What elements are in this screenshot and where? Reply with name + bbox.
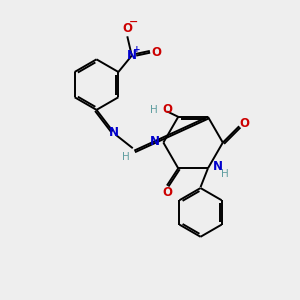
Text: O: O	[152, 46, 162, 59]
Text: H: H	[150, 105, 158, 115]
Text: O: O	[163, 103, 173, 116]
Text: N: N	[108, 126, 118, 139]
Text: +: +	[133, 45, 141, 54]
Text: N: N	[149, 136, 160, 148]
Text: O: O	[122, 22, 132, 35]
Text: N: N	[127, 49, 137, 62]
Text: H: H	[122, 152, 130, 162]
Text: O: O	[162, 186, 172, 199]
Text: N: N	[213, 160, 224, 173]
Text: −: −	[129, 17, 139, 27]
Text: O: O	[239, 117, 250, 130]
Text: H: H	[221, 169, 229, 179]
